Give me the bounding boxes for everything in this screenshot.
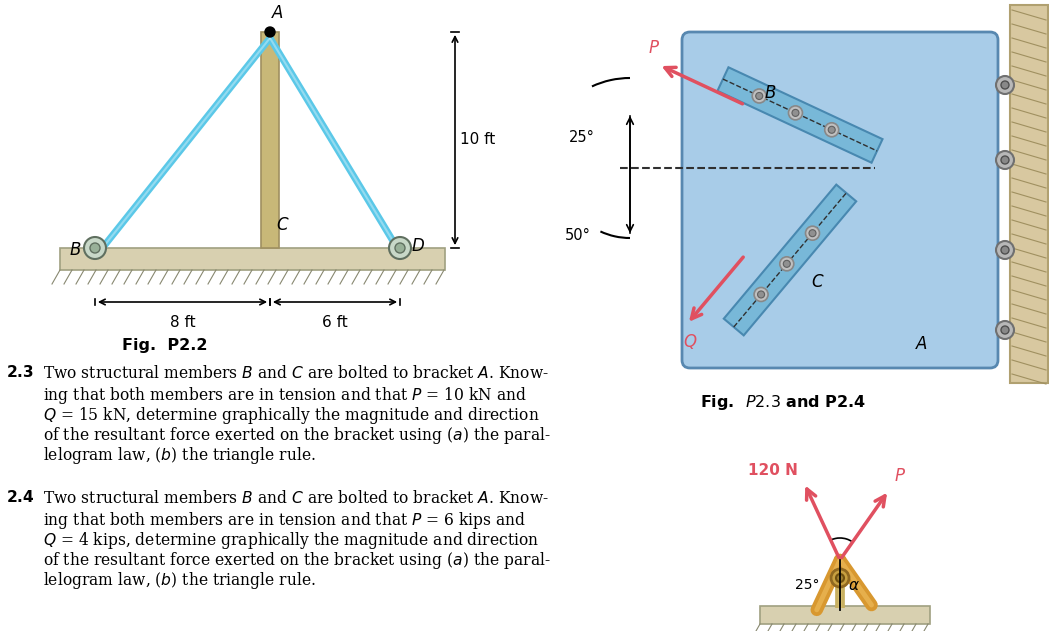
Text: lelogram law, ($b$) the triangle rule.: lelogram law, ($b$) the triangle rule. [43, 570, 316, 591]
Circle shape [996, 241, 1014, 259]
Circle shape [996, 76, 1014, 94]
Text: $B$: $B$ [764, 84, 776, 102]
Text: 120 N: 120 N [748, 463, 798, 478]
Circle shape [829, 126, 835, 133]
Text: $P$: $P$ [648, 39, 660, 57]
Text: Two structural members $B$ and $C$ are bolted to bracket $A$. Know-: Two structural members $B$ and $C$ are b… [43, 365, 549, 382]
Text: $P$: $P$ [894, 468, 905, 485]
Text: $Q$: $Q$ [683, 332, 698, 351]
Polygon shape [724, 185, 856, 336]
Text: Two structural members $B$ and $C$ are bolted to bracket $A$. Know-: Two structural members $B$ and $C$ are b… [43, 490, 549, 507]
Text: 25°: 25° [569, 131, 595, 146]
Circle shape [389, 237, 411, 259]
Text: $C$: $C$ [811, 273, 825, 291]
Text: $\alpha$: $\alpha$ [848, 578, 860, 593]
Circle shape [90, 243, 100, 253]
Circle shape [1001, 326, 1009, 334]
Circle shape [806, 226, 819, 240]
Circle shape [825, 123, 839, 137]
Circle shape [779, 257, 794, 271]
Text: $A$: $A$ [915, 335, 928, 353]
FancyBboxPatch shape [759, 606, 930, 624]
Text: of the resultant force exerted on the bracket using ($a$) the paral-: of the resultant force exerted on the br… [43, 550, 551, 571]
Text: 6 ft: 6 ft [322, 315, 348, 330]
Text: ing that both members are in tension and that $P$ = 10 kN and: ing that both members are in tension and… [43, 385, 527, 406]
Text: A: A [272, 4, 283, 22]
Circle shape [265, 27, 275, 37]
Text: lelogram law, ($b$) the triangle rule.: lelogram law, ($b$) the triangle rule. [43, 445, 316, 466]
Circle shape [792, 109, 799, 116]
Text: Fig.  P2.2: Fig. P2.2 [123, 338, 208, 353]
Polygon shape [718, 68, 882, 163]
Circle shape [1001, 81, 1009, 89]
Text: 25°: 25° [795, 578, 820, 592]
Circle shape [836, 574, 844, 582]
Text: 8 ft: 8 ft [170, 315, 195, 330]
Text: Fig.  $P2.3$ and P2.4: Fig. $P2.3$ and P2.4 [700, 393, 866, 412]
Text: B: B [69, 241, 81, 259]
Text: 2.3: 2.3 [7, 365, 35, 380]
Circle shape [996, 151, 1014, 169]
Circle shape [757, 291, 765, 298]
FancyBboxPatch shape [682, 32, 998, 368]
FancyBboxPatch shape [261, 32, 279, 248]
Circle shape [84, 237, 106, 259]
Circle shape [1001, 246, 1009, 254]
Text: D: D [412, 237, 425, 255]
Circle shape [831, 569, 849, 587]
Circle shape [755, 93, 763, 100]
Circle shape [996, 321, 1014, 339]
Circle shape [809, 230, 816, 237]
Circle shape [789, 106, 802, 120]
Circle shape [754, 288, 768, 302]
Text: of the resultant force exerted on the bracket using ($a$) the paral-: of the resultant force exerted on the br… [43, 425, 551, 446]
Circle shape [395, 243, 405, 253]
FancyBboxPatch shape [1010, 5, 1048, 383]
Text: 2.4: 2.4 [7, 490, 35, 505]
Text: 10 ft: 10 ft [461, 133, 495, 148]
Circle shape [752, 89, 766, 103]
FancyBboxPatch shape [60, 248, 445, 270]
Text: C: C [276, 216, 287, 234]
Circle shape [1001, 156, 1009, 164]
Text: $Q$ = 15 kN, determine graphically the magnitude and direction: $Q$ = 15 kN, determine graphically the m… [43, 405, 539, 426]
Circle shape [784, 261, 790, 268]
Text: 50°: 50° [565, 228, 591, 244]
Text: $Q$ = 4 kips, determine graphically the magnitude and direction: $Q$ = 4 kips, determine graphically the … [43, 530, 539, 551]
Text: ing that both members are in tension and that $P$ = 6 kips and: ing that both members are in tension and… [43, 510, 527, 531]
